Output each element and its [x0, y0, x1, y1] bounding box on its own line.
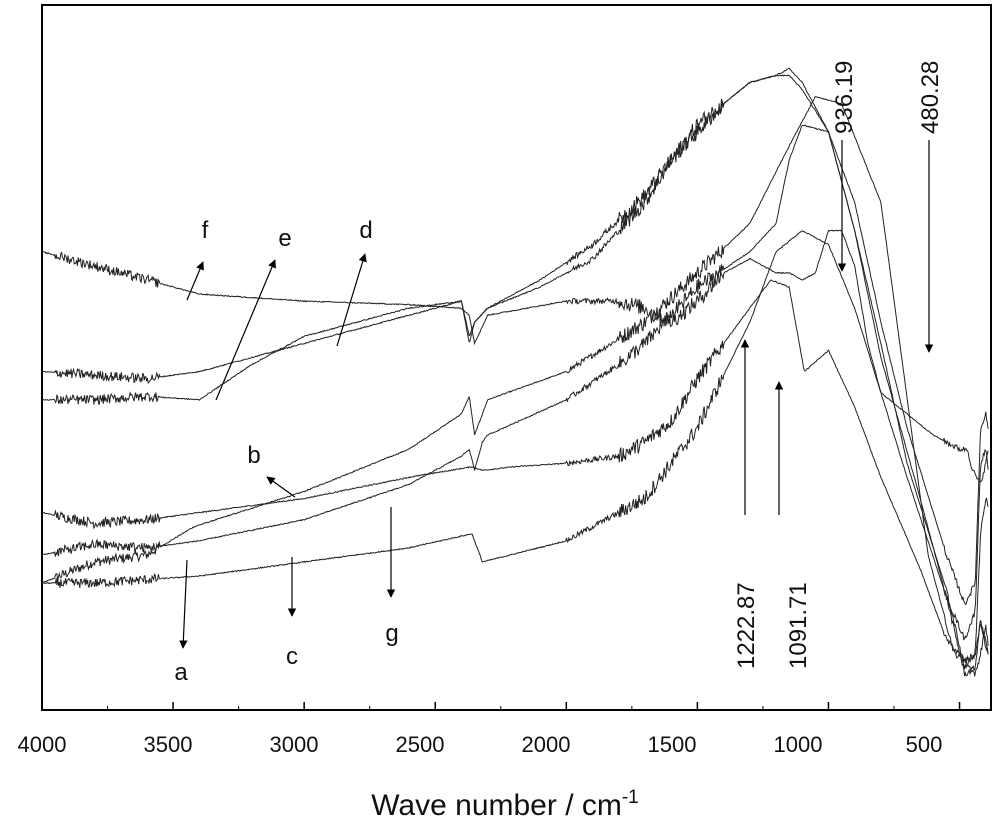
curve-label-d: d: [359, 217, 372, 244]
arrow-e: [215, 259, 276, 401]
x-tick-label-3000: 3000: [270, 732, 319, 757]
peak-labels: 936.19 480.28 1222.87 1091.71: [733, 61, 944, 669]
peak-label-480: 480.28: [917, 61, 944, 134]
series-line-g: [41, 124, 989, 670]
curve-label-f: f: [202, 217, 209, 244]
plot-frame: [41, 4, 992, 711]
peak-label-1091: 1091.71: [785, 582, 812, 669]
x-axis-tick-labels: 4000 3500 3000 2500 2000 1500 1000 500: [18, 732, 943, 757]
series-group: [41, 67, 989, 677]
annotation-arrows: [179, 140, 934, 649]
x-tick-label-2000: 2000: [522, 732, 571, 757]
x-axis-title-text: Wave number / cm: [371, 789, 622, 822]
series-line-b: [41, 279, 989, 663]
curve-label-b: b: [247, 442, 260, 469]
peak-label-1222: 1222.87: [733, 582, 760, 669]
arrow-f: [186, 261, 204, 301]
x-axis-ticks: [41, 702, 961, 710]
curve-labels: f e d b a c g: [174, 217, 398, 686]
series-line-d: [41, 74, 989, 606]
series-line-a: [41, 96, 989, 677]
peak-label-936: 936.19: [831, 61, 858, 134]
x-axis-title: Wave number / cm-1: [371, 787, 639, 822]
series-line-c: [41, 230, 989, 677]
arrow-b: [266, 476, 296, 498]
x-tick-label-4000: 4000: [18, 732, 67, 757]
curve-label-g: g: [385, 620, 398, 647]
x-tick-label-1000: 1000: [774, 732, 823, 757]
x-axis-title-superscript: -1: [622, 787, 639, 808]
x-tick-label-3500: 3500: [144, 732, 193, 757]
series-line-f: [42, 229, 989, 483]
x-tick-label-1500: 1500: [648, 732, 697, 757]
curve-label-e: e: [278, 225, 291, 252]
arrow-d: [336, 253, 367, 347]
curve-label-a: a: [174, 659, 188, 686]
x-tick-label-500: 500: [906, 732, 943, 757]
arrow-a: [179, 559, 188, 649]
x-tick-label-2500: 2500: [396, 732, 445, 757]
curve-label-c: c: [286, 643, 298, 670]
